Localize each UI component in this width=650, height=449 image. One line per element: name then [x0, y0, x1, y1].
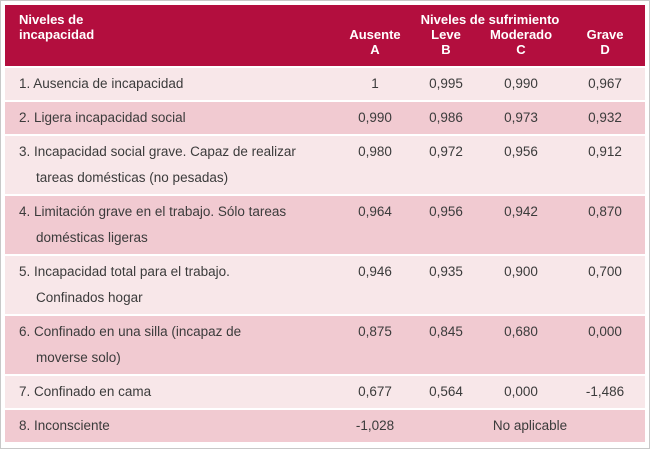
column-header-ausente: Ausente A — [335, 27, 415, 68]
cell-value: 0,990 — [335, 101, 415, 136]
cell-value: 0,845 — [415, 315, 477, 376]
cell-value: -1,486 — [565, 375, 646, 410]
header-row-group: Niveles de incapacidad Niveles de sufrim… — [5, 5, 646, 68]
table-row: 4. Limitación grave en el trabajo. Sólo … — [5, 195, 646, 256]
column-letter: B — [441, 42, 451, 57]
cell-value: 0,986 — [415, 101, 477, 136]
cell-value: 0,946 — [335, 255, 415, 316]
table-row: 8. Inconsciente -1,028 No aplicable — [5, 409, 646, 444]
cell-value: 0,000 — [477, 375, 565, 410]
cell-value: 0,932 — [565, 101, 646, 136]
cell-value: 0,875 — [335, 315, 415, 376]
row-label: 2. Ligera incapacidad social — [5, 101, 335, 136]
column-letter: C — [516, 42, 526, 57]
column-header-leve: Leve B — [415, 27, 477, 68]
table-row: 5. Incapacidad total para el trabajo. Co… — [5, 255, 646, 316]
cell-value: 1 — [335, 67, 415, 102]
rosser-kind-matrix-table: Niveles de incapacidad Niveles de sufrim… — [5, 5, 646, 444]
cell-value: 0,564 — [415, 375, 477, 410]
cell-value: -1,028 — [335, 409, 415, 444]
row-label: 7. Confinado en cama — [5, 375, 335, 410]
cell-value: 0,980 — [335, 135, 415, 196]
row-label: 3. Incapacidad social grave. Capaz de re… — [5, 135, 335, 196]
cell-value: 0,000 — [565, 315, 646, 376]
column-letter: D — [600, 42, 610, 57]
cell-value: 0,967 — [565, 67, 646, 102]
column-name: Ausente — [349, 27, 401, 42]
column-letter: A — [370, 42, 380, 57]
cell-value: 0,956 — [415, 195, 477, 256]
row-label: 4. Limitación grave en el trabajo. Sólo … — [5, 195, 335, 256]
column-name: Moderado — [489, 27, 553, 42]
cell-value: 0,942 — [477, 195, 565, 256]
row-dimension-header: Niveles de incapacidad — [5, 5, 335, 68]
cell-value: 0,677 — [335, 375, 415, 410]
row-label: 1. Ausencia de incapacidad — [5, 67, 335, 102]
cell-value: 0,700 — [565, 255, 646, 316]
cell-value: 0,680 — [477, 315, 565, 376]
column-name: Grave — [586, 27, 624, 42]
cell-value: 0,973 — [477, 101, 565, 136]
table-row: 7. Confinado en cama 0,677 0,564 0,000 -… — [5, 375, 646, 410]
row-label: 8. Inconsciente — [5, 409, 335, 444]
table-body: 1. Ausencia de incapacidad 1 0,995 0,990… — [5, 67, 646, 444]
cell-value: 0,956 — [477, 135, 565, 196]
column-group-header: Niveles de sufrimiento — [335, 5, 646, 27]
row-label: 5. Incapacidad total para el trabajo. Co… — [5, 255, 335, 316]
not-applicable-cell: No aplicable — [415, 409, 646, 444]
cell-value: 0,912 — [565, 135, 646, 196]
row-label: 6. Confinado en una silla (incapaz de mo… — [5, 315, 335, 376]
table-header: Niveles de incapacidad Niveles de sufrim… — [5, 5, 646, 68]
table-row: 2. Ligera incapacidad social 0,990 0,986… — [5, 101, 646, 136]
table-row: 6. Confinado en una silla (incapaz de mo… — [5, 315, 646, 376]
column-header-grave: Grave D — [565, 27, 646, 68]
cell-value: 0,972 — [415, 135, 477, 196]
header-row-columns: Ausente A Leve B Moderado C Grave D — [5, 27, 646, 68]
table-row: 1. Ausencia de incapacidad 1 0,995 0,990… — [5, 67, 646, 102]
column-name: Leve — [431, 27, 461, 42]
cell-value: 0,900 — [477, 255, 565, 316]
cell-value: 0,870 — [565, 195, 646, 256]
cell-value: 0,990 — [477, 67, 565, 102]
cell-value: 0,964 — [335, 195, 415, 256]
cell-value: 0,935 — [415, 255, 477, 316]
column-header-moderado: Moderado C — [477, 27, 565, 68]
table-row: 3. Incapacidad social grave. Capaz de re… — [5, 135, 646, 196]
cell-value: 0,995 — [415, 67, 477, 102]
